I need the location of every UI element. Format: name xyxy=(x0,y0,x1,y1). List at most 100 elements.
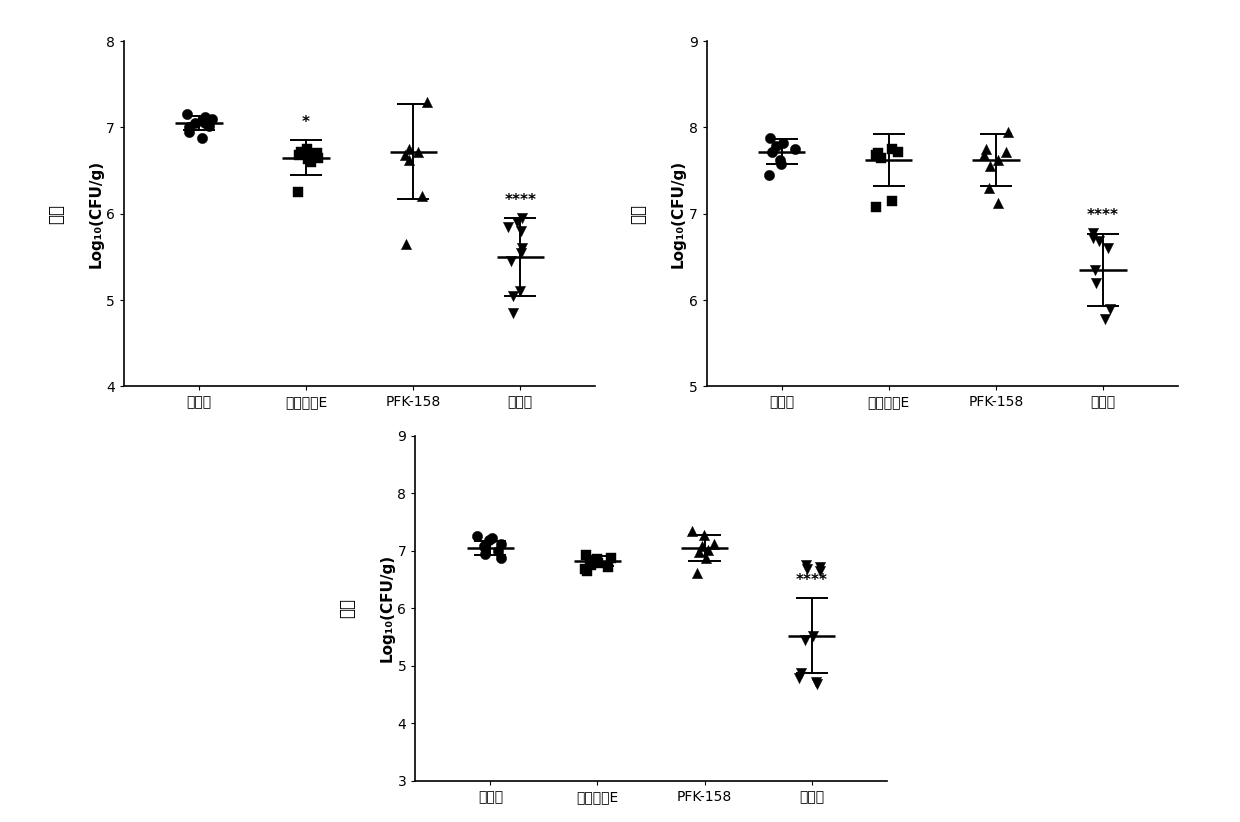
Point xyxy=(180,125,200,138)
Point xyxy=(883,194,903,207)
Point xyxy=(589,556,609,570)
Point xyxy=(771,157,791,170)
Point xyxy=(512,211,532,224)
Text: ****: **** xyxy=(796,573,827,589)
Point xyxy=(399,154,419,167)
Point xyxy=(1099,242,1118,255)
Point xyxy=(980,182,999,195)
Point xyxy=(491,538,511,551)
Point xyxy=(1095,312,1115,326)
Point xyxy=(308,151,327,164)
Point xyxy=(766,140,786,153)
Point xyxy=(290,145,310,158)
Point xyxy=(491,551,511,564)
Point xyxy=(687,566,707,580)
Point xyxy=(996,145,1016,158)
Point xyxy=(397,238,417,251)
Text: ****: **** xyxy=(1087,208,1118,224)
Point xyxy=(177,108,197,121)
Point xyxy=(770,154,790,167)
Point xyxy=(195,117,215,130)
Point xyxy=(394,149,414,162)
Point xyxy=(1085,263,1105,276)
Text: *: * xyxy=(303,115,310,130)
Point xyxy=(503,289,523,302)
Point xyxy=(1084,226,1104,239)
Point xyxy=(975,149,994,162)
Point xyxy=(308,146,327,159)
Point xyxy=(577,549,596,562)
Point xyxy=(288,186,308,199)
Point xyxy=(192,114,212,127)
Point xyxy=(704,538,724,551)
Point xyxy=(501,255,521,268)
Point xyxy=(482,532,502,545)
Text: 襤脏: 襤脏 xyxy=(339,598,356,618)
Point xyxy=(810,564,830,577)
Point xyxy=(301,155,321,169)
Point xyxy=(868,146,888,159)
Point xyxy=(774,136,794,150)
Point xyxy=(866,149,885,162)
Point xyxy=(806,676,826,689)
Point xyxy=(408,145,428,158)
Point xyxy=(600,551,620,564)
Point xyxy=(398,142,418,155)
Point xyxy=(1089,235,1109,248)
Point xyxy=(475,542,495,555)
Point xyxy=(417,95,436,109)
Point xyxy=(682,524,702,538)
Point xyxy=(791,666,811,679)
Point xyxy=(760,132,780,145)
Point xyxy=(497,220,517,233)
Point xyxy=(489,544,508,557)
Point xyxy=(192,132,212,145)
Point xyxy=(507,215,527,229)
Point xyxy=(976,142,996,155)
Point xyxy=(790,672,810,685)
Point xyxy=(412,190,432,203)
Point xyxy=(580,555,600,568)
Point xyxy=(785,142,805,155)
Point xyxy=(759,169,779,182)
Point xyxy=(1100,302,1120,315)
Point xyxy=(475,539,495,552)
Point xyxy=(196,110,216,123)
Point xyxy=(298,153,317,166)
Point xyxy=(511,284,531,298)
Point xyxy=(698,543,718,556)
Point xyxy=(186,117,206,130)
Point xyxy=(1086,276,1106,289)
Point xyxy=(998,125,1018,138)
Point xyxy=(180,121,200,134)
Point xyxy=(467,530,487,543)
Point xyxy=(200,119,219,132)
Point xyxy=(807,677,827,690)
Point xyxy=(577,564,596,577)
Point xyxy=(988,154,1008,167)
Point xyxy=(763,145,782,158)
Point xyxy=(575,562,595,575)
Point xyxy=(688,545,708,558)
Point xyxy=(479,533,498,547)
Point xyxy=(512,242,532,255)
Point xyxy=(298,142,317,155)
Text: 肝脏: 肝脏 xyxy=(47,204,64,224)
Point xyxy=(988,196,1008,210)
Point xyxy=(870,151,890,164)
Y-axis label: Log₁₀(CFU/g): Log₁₀(CFU/g) xyxy=(379,554,394,663)
Point xyxy=(512,246,532,259)
Point xyxy=(797,562,817,575)
Y-axis label: Log₁₀(CFU/g): Log₁₀(CFU/g) xyxy=(671,159,686,268)
Point xyxy=(511,224,531,238)
Text: 脾脏: 脾脏 xyxy=(630,204,647,224)
Point xyxy=(796,559,816,572)
Point xyxy=(804,630,823,643)
Point xyxy=(694,528,714,541)
Point xyxy=(696,551,715,564)
Point xyxy=(692,539,712,552)
Point xyxy=(980,159,999,173)
Point xyxy=(795,633,815,646)
Point xyxy=(1083,231,1102,244)
Y-axis label: Log₁₀(CFU/g): Log₁₀(CFU/g) xyxy=(88,159,103,268)
